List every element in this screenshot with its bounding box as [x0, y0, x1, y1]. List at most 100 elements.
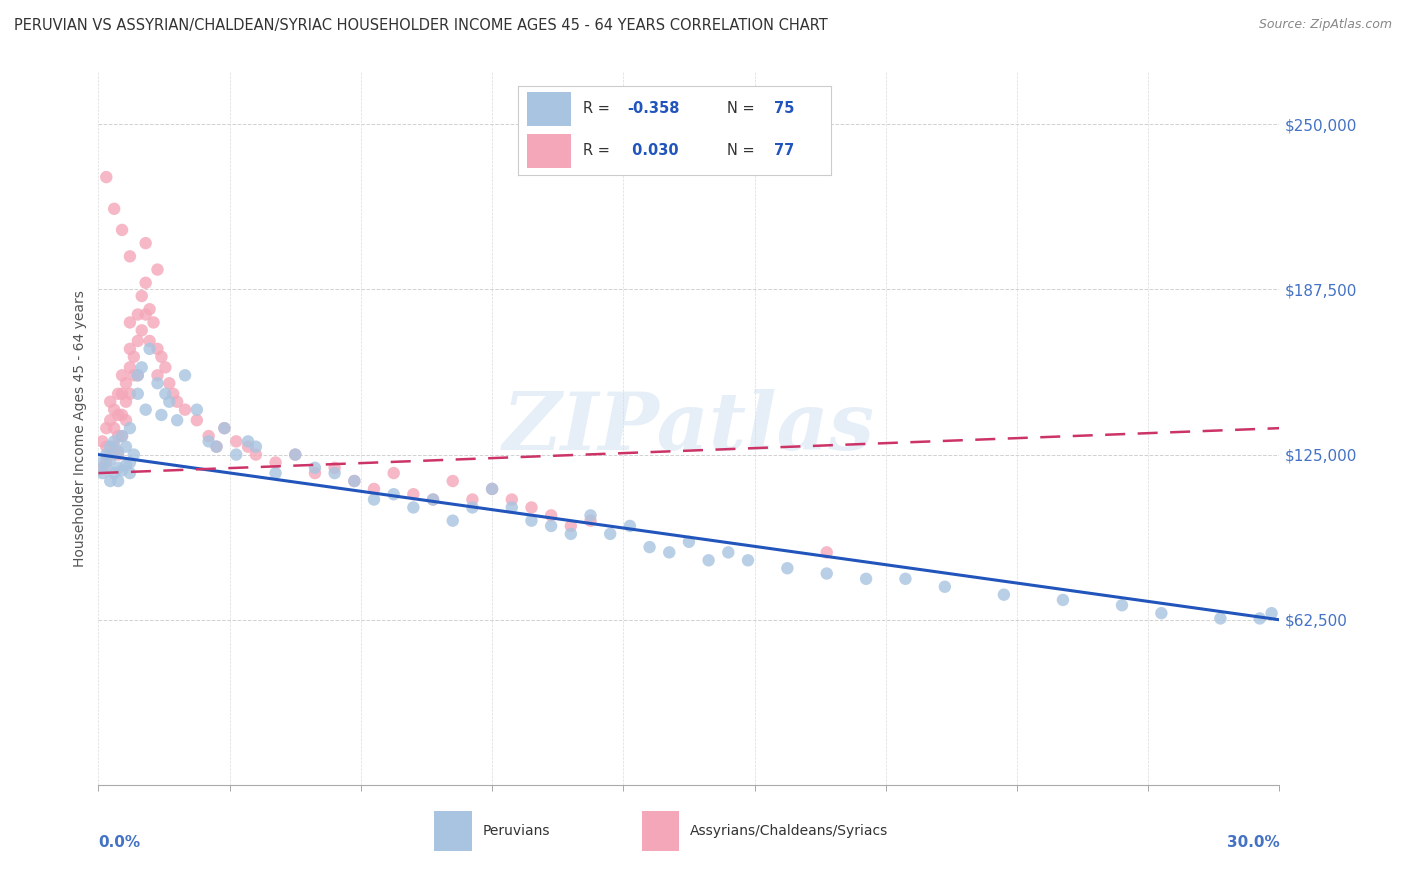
Point: [98, 453, 121, 467]
Text: ZIPatlas: ZIPatlas: [503, 390, 875, 467]
Point: [96, 440, 118, 454]
Point: [91, 456, 114, 470]
Point: [146, 262, 169, 277]
Point: [1111, 599, 1133, 613]
Point: [107, 460, 129, 475]
Point: [520, 514, 543, 528]
Point: [118, 466, 141, 480]
Point: [174, 368, 197, 383]
Point: [111, 429, 134, 443]
Point: [776, 561, 799, 575]
Point: [214, 421, 236, 435]
Point: [236, 440, 259, 454]
Point: [127, 368, 149, 383]
Point: [993, 588, 1015, 602]
Point: [205, 440, 228, 454]
Point: [934, 580, 956, 594]
Point: [96, 460, 118, 475]
Point: [107, 474, 129, 488]
Point: [1260, 606, 1282, 620]
Point: [103, 440, 125, 454]
Point: [98, 474, 121, 488]
Text: 30.0%: 30.0%: [1226, 835, 1279, 850]
Point: [111, 429, 134, 443]
Point: [118, 249, 141, 263]
Point: [520, 500, 543, 515]
Point: [599, 527, 621, 541]
Point: [146, 376, 169, 391]
Point: [115, 413, 138, 427]
Point: [107, 408, 129, 422]
Point: [111, 368, 134, 383]
Point: [118, 421, 141, 435]
Point: [138, 334, 160, 348]
Point: [678, 534, 700, 549]
Point: [560, 527, 582, 541]
Point: [855, 572, 877, 586]
Point: [481, 482, 503, 496]
Point: [131, 323, 153, 337]
Point: [91, 460, 114, 475]
Point: [815, 566, 838, 581]
Point: [245, 448, 267, 462]
Point: [155, 360, 177, 375]
Point: [98, 440, 121, 454]
Point: [501, 492, 523, 507]
Point: [186, 413, 208, 427]
Point: [619, 519, 641, 533]
Point: [115, 376, 138, 391]
Point: [815, 545, 838, 559]
Point: [96, 456, 118, 470]
Point: [118, 360, 141, 375]
Point: [422, 492, 444, 507]
Point: [150, 408, 173, 422]
Point: [1150, 606, 1173, 620]
Point: [461, 500, 484, 515]
Point: [127, 334, 149, 348]
Point: [363, 482, 385, 496]
Point: [264, 466, 287, 480]
Point: [245, 440, 267, 454]
Point: [155, 386, 177, 401]
Point: [131, 289, 153, 303]
Point: [135, 308, 157, 322]
Point: [225, 448, 247, 462]
Point: [579, 508, 602, 523]
Point: [402, 487, 425, 501]
Point: [638, 540, 661, 554]
Point: [122, 368, 145, 383]
Point: [131, 360, 153, 375]
Point: [540, 508, 562, 523]
Point: [284, 448, 307, 462]
Point: [236, 434, 259, 449]
Point: [382, 487, 405, 501]
Point: [481, 482, 503, 496]
Point: [186, 402, 208, 417]
Point: [96, 170, 118, 185]
Point: [501, 500, 523, 515]
Point: [122, 350, 145, 364]
Point: [103, 466, 125, 480]
Point: [96, 421, 118, 435]
Point: [304, 460, 326, 475]
Point: [323, 460, 346, 475]
Point: [461, 492, 484, 507]
Point: [103, 434, 125, 449]
Point: [142, 315, 165, 329]
Point: [111, 463, 134, 477]
Point: [214, 421, 236, 435]
Point: [264, 456, 287, 470]
Point: [157, 394, 180, 409]
Point: [118, 342, 141, 356]
Y-axis label: Householder Income Ages 45 - 64 years: Householder Income Ages 45 - 64 years: [73, 290, 87, 566]
Point: [146, 368, 169, 383]
Point: [127, 386, 149, 401]
Point: [422, 492, 444, 507]
Point: [157, 376, 180, 391]
Point: [560, 519, 582, 533]
Point: [122, 448, 145, 462]
Point: [150, 350, 173, 364]
Point: [138, 342, 160, 356]
Point: [146, 342, 169, 356]
Point: [1052, 593, 1074, 607]
